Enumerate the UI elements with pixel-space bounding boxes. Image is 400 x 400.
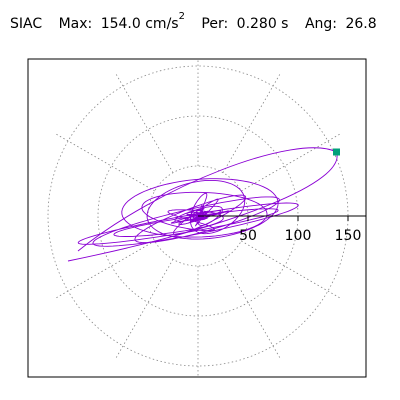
peak-marker xyxy=(333,148,340,156)
grid-spoke-60 xyxy=(222,72,281,173)
radial-tick-label-100: 100 xyxy=(285,228,312,244)
grid-spoke-120 xyxy=(115,72,174,173)
axis-layer: 50 100 150 xyxy=(198,215,366,244)
marker-layer xyxy=(333,148,340,156)
grid-spoke-30 xyxy=(241,133,342,192)
per-value: 0.280 s xyxy=(236,15,289,32)
ang-label: Ang: xyxy=(304,15,337,32)
max-label: Max: xyxy=(58,15,93,32)
max-exponent: 2 xyxy=(178,11,185,22)
grid-spoke-210 xyxy=(54,240,155,299)
max-value: 154.0 cm/s xyxy=(100,15,179,32)
radial-tick-label-50: 50 xyxy=(239,228,257,244)
radial-tick-label-150: 150 xyxy=(335,228,362,244)
chart-header: SIAC Max: 154.0 cm/s2 Per: 0.280 s Ang: … xyxy=(10,11,377,38)
grid-spoke-300 xyxy=(222,259,281,360)
station-label: SIAC xyxy=(10,15,43,32)
per-label: Per: xyxy=(201,15,229,32)
grid-spoke-150 xyxy=(54,133,155,192)
ang-value: 26.8 xyxy=(345,15,377,32)
grid-spoke-330 xyxy=(241,240,342,299)
grid-spoke-240 xyxy=(115,259,174,360)
